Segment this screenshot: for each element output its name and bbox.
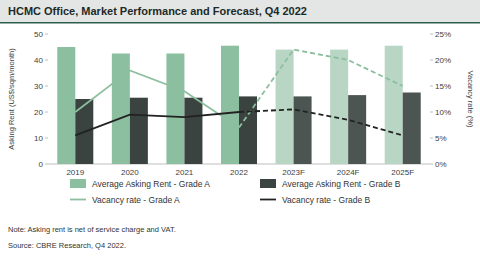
bar <box>330 50 348 164</box>
x-tick-label: 2022 <box>230 168 248 177</box>
bar <box>348 95 366 164</box>
y2-tick-label: 20% <box>435 56 451 65</box>
y2-tick-label: 10% <box>435 108 451 117</box>
chart: HCMC Office, Market Performance and Fore… <box>0 0 480 260</box>
x-tick-label: 2023F <box>282 168 305 177</box>
bar <box>166 54 184 165</box>
line <box>75 112 239 135</box>
y-tick <box>45 34 48 35</box>
y2-tick <box>430 86 433 87</box>
bar <box>385 46 403 164</box>
y-tick-label: 10 <box>34 134 43 143</box>
y-tick <box>45 86 48 87</box>
y2-tick-label: 25% <box>435 30 451 39</box>
line <box>239 50 403 128</box>
legend-label: Vacancy rate - Grade B <box>282 195 371 205</box>
legend-swatch <box>260 179 276 188</box>
y2-tick <box>430 164 433 165</box>
y-tick-label: 0 <box>39 160 44 169</box>
bar <box>276 50 294 164</box>
y2-tick-label: 0% <box>435 160 447 169</box>
y-tick <box>45 60 48 61</box>
title: HCMC Office, Market Performance and Fore… <box>8 5 307 17</box>
title-rule <box>0 22 480 24</box>
bar <box>184 98 202 164</box>
y-tick <box>45 138 48 139</box>
bar <box>57 47 75 164</box>
line <box>239 109 403 135</box>
y-tick-label: 40 <box>34 56 43 65</box>
y2-axis-title: Vacancy rate (%) <box>466 71 475 128</box>
y2-tick <box>430 138 433 139</box>
y-tick <box>45 164 48 165</box>
plot-marks <box>57 46 420 164</box>
legend-swatch <box>70 179 86 188</box>
y2-tick <box>430 60 433 61</box>
bar <box>403 93 421 165</box>
y-tick-label: 20 <box>34 108 43 117</box>
y2-tick <box>430 34 433 35</box>
y-tick-label: 30 <box>34 82 43 91</box>
legend-label: Average Asking Rent - Grade B <box>282 179 401 189</box>
bar <box>130 98 148 164</box>
line <box>75 70 239 127</box>
bar <box>294 96 312 164</box>
y-tick <box>45 112 48 113</box>
y-axis-title: Asking Rent (US$/sqm/month) <box>7 48 16 150</box>
x-tick-label: 2025F <box>391 168 414 177</box>
x-tick-label: 2021 <box>176 168 194 177</box>
note: Note: Asking rent is net of service char… <box>8 225 176 234</box>
y-tick-label: 50 <box>34 30 43 39</box>
legend-label: Average Asking Rent - Grade A <box>92 179 210 189</box>
legend-swatch <box>260 199 276 201</box>
source: Source: CBRE Research, Q4 2022. <box>8 241 126 250</box>
bar <box>112 54 130 165</box>
y2-tick-label: 15% <box>435 82 451 91</box>
x-tick-label: 2020 <box>121 168 139 177</box>
legend-label: Vacancy rate - Grade A <box>92 195 180 205</box>
legend-swatch <box>70 199 86 201</box>
x-tick-label: 2019 <box>66 168 84 177</box>
x-tick-label: 2024F <box>337 168 360 177</box>
bar <box>221 46 239 164</box>
title-band <box>0 0 480 22</box>
y2-tick <box>430 112 433 113</box>
y2-tick-label: 5% <box>435 134 447 143</box>
